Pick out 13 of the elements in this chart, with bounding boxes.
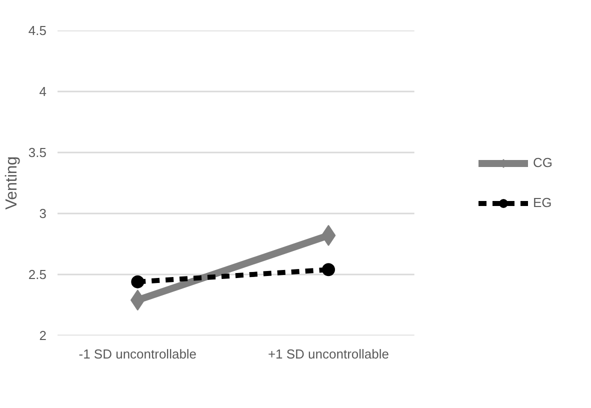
- point: [131, 275, 144, 288]
- y-tick-label: 4.5: [28, 23, 47, 38]
- y-axis-title: Venting: [3, 156, 20, 210]
- y-tick-label: 3.5: [28, 145, 47, 160]
- y-tick-label: 4: [39, 84, 47, 99]
- legend-label: EG: [533, 195, 553, 210]
- legend-label: CG: [533, 155, 553, 170]
- y-tick-label: 2.5: [28, 267, 47, 282]
- point: [322, 263, 335, 276]
- y-tick-label: 2: [39, 328, 47, 343]
- x-tick-label: -1 SD uncontrollable: [78, 346, 197, 362]
- x-tick-label: +1 SD uncontrollable: [268, 346, 390, 362]
- y-tick-label: 3: [39, 206, 47, 221]
